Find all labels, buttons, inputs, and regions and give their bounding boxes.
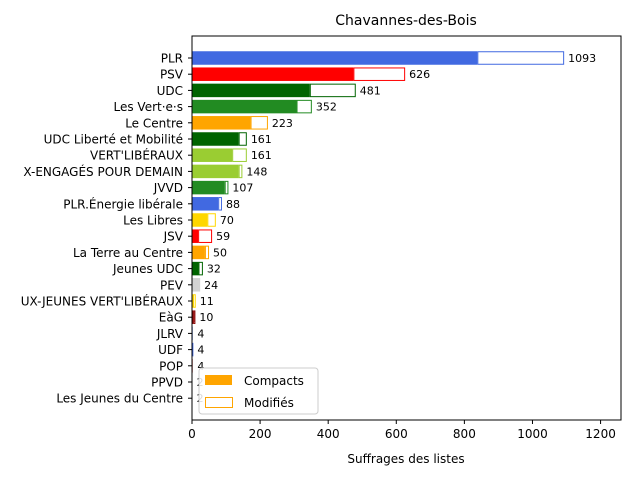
legend-swatch-modifies bbox=[205, 397, 233, 408]
y-tick-label: PLR.Énergie libérale bbox=[63, 196, 183, 211]
bar-value-label: 352 bbox=[316, 101, 337, 114]
x-tick-label: 0 bbox=[188, 427, 196, 441]
bar-value-label: 59 bbox=[216, 230, 230, 243]
bar-compacts bbox=[192, 164, 239, 179]
bar-value-label: 4 bbox=[197, 344, 204, 357]
x-axis-label: Suffrages des listes bbox=[347, 452, 464, 466]
bar-modifies bbox=[193, 310, 196, 324]
bar-modifies bbox=[218, 197, 222, 211]
bar-compacts bbox=[192, 99, 297, 114]
bar-value-label: 70 bbox=[220, 214, 234, 227]
bar-compacts bbox=[192, 180, 225, 195]
bar-modifies bbox=[353, 67, 406, 81]
bar-compacts bbox=[192, 294, 194, 308]
bar-modifies bbox=[207, 213, 216, 227]
bar-modifies bbox=[198, 278, 201, 292]
y-tick-label: La Terre au Centre bbox=[73, 246, 183, 260]
chart-title: Chavannes-des-Bois bbox=[335, 13, 477, 29]
y-tick-label: EàG bbox=[159, 311, 183, 325]
legend-label-modifies: Modifiés bbox=[244, 396, 294, 410]
y-tick-label: PPVD bbox=[151, 376, 183, 390]
bar-value-label: 223 bbox=[272, 117, 293, 130]
bar-compacts bbox=[192, 116, 251, 130]
y-tick-label: Les Libres bbox=[123, 214, 183, 228]
y-tick-label: UDC bbox=[157, 84, 183, 98]
y-tick-label: JLRV bbox=[156, 327, 184, 341]
bar-value-label: 24 bbox=[204, 279, 218, 292]
bar-modifies bbox=[309, 83, 356, 98]
bar-compacts bbox=[192, 83, 310, 98]
bar-value-label: 161 bbox=[251, 133, 272, 146]
x-tick-label: 200 bbox=[249, 427, 272, 441]
bar-modifies bbox=[238, 164, 243, 179]
y-axis: PLR PSV UDC Les Vert·e·s Le Centre UDC Libert… bbox=[21, 52, 192, 406]
bar-compacts bbox=[192, 197, 219, 211]
bar-value-label: 11 bbox=[200, 295, 214, 308]
x-tick-label: 1200 bbox=[585, 427, 616, 441]
y-tick-label: Les Jeunes du Centre bbox=[56, 392, 183, 406]
legend-swatch-compacts bbox=[205, 375, 232, 385]
bar-compacts bbox=[192, 51, 478, 65]
x-tick-label: 800 bbox=[453, 427, 476, 441]
bar-modifies bbox=[198, 261, 203, 276]
bar-modifies bbox=[477, 51, 565, 65]
bar-value-label: 50 bbox=[213, 246, 227, 259]
y-tick-label: UDC Liberté et Mobilité bbox=[44, 133, 183, 147]
bar-compacts bbox=[192, 278, 199, 292]
bar-value-label: 1093 bbox=[568, 52, 596, 65]
bar-modifies bbox=[198, 229, 213, 243]
y-tick-label: PLR bbox=[161, 52, 183, 66]
bars-group bbox=[192, 51, 565, 405]
plot-area-frame bbox=[191, 35, 622, 421]
x-tick-label: 600 bbox=[385, 427, 408, 441]
legend: Compacts Modifiés bbox=[198, 367, 319, 415]
x-axis: 0 200 400 600 800 1000 1200 bbox=[188, 420, 616, 441]
y-tick-label: POP bbox=[159, 359, 183, 373]
bar-value-label: 10 bbox=[199, 311, 213, 324]
y-tick-label: JSV bbox=[163, 230, 184, 244]
bar-value-label: 148 bbox=[246, 165, 267, 178]
bar-compacts bbox=[192, 148, 233, 162]
y-tick-label: UDF bbox=[158, 343, 183, 357]
bar-compacts bbox=[192, 67, 354, 81]
bar-compacts bbox=[192, 245, 205, 260]
y-tick-label: Les Vert·e·s bbox=[114, 100, 184, 114]
legend-label-compacts: Compacts bbox=[244, 374, 304, 388]
bar-compacts bbox=[192, 261, 199, 276]
bar-value-label: 4 bbox=[197, 327, 204, 340]
bar-value-label: 4 bbox=[197, 360, 204, 373]
y-tick-label: PSV bbox=[160, 68, 184, 82]
y-tick-label: VERT'LIBÉRAUX bbox=[90, 148, 183, 163]
bar-value-label: 32 bbox=[207, 263, 221, 276]
y-tick-label: X-ENGAGÉS POUR DEMAIN bbox=[23, 164, 183, 179]
y-tick-label: PEV bbox=[160, 278, 184, 292]
bar-value-label: 161 bbox=[251, 149, 272, 162]
bar-compacts bbox=[192, 213, 208, 227]
bar-compacts bbox=[192, 229, 199, 243]
bar-modifies bbox=[232, 148, 247, 162]
bar-value-label: 88 bbox=[226, 198, 240, 211]
bar-compacts bbox=[192, 132, 239, 146]
x-tick-label: 1000 bbox=[517, 427, 548, 441]
y-tick-label: UX-JEUNES VERT'LIBÉRAUX bbox=[21, 294, 183, 309]
bar-modifies bbox=[238, 132, 247, 146]
y-tick-label: Jeunes UDC bbox=[112, 262, 183, 276]
bar-modifies bbox=[224, 180, 229, 195]
bar-modifies bbox=[296, 99, 312, 114]
bar-value-label: 107 bbox=[232, 182, 253, 195]
bar-modifies bbox=[204, 245, 210, 260]
bar-modifies bbox=[250, 116, 268, 130]
y-tick-label: JVVD bbox=[153, 181, 183, 195]
bar-value-label: 626 bbox=[409, 68, 430, 81]
y-tick-label: Le Centre bbox=[125, 116, 183, 130]
bar-compacts bbox=[192, 310, 194, 324]
bar-value-label: 481 bbox=[360, 84, 381, 97]
x-tick-label: 400 bbox=[317, 427, 340, 441]
value-labels-group: 1093626481352223161161148107887059503224… bbox=[197, 52, 596, 405]
bar-modifies bbox=[193, 294, 196, 308]
